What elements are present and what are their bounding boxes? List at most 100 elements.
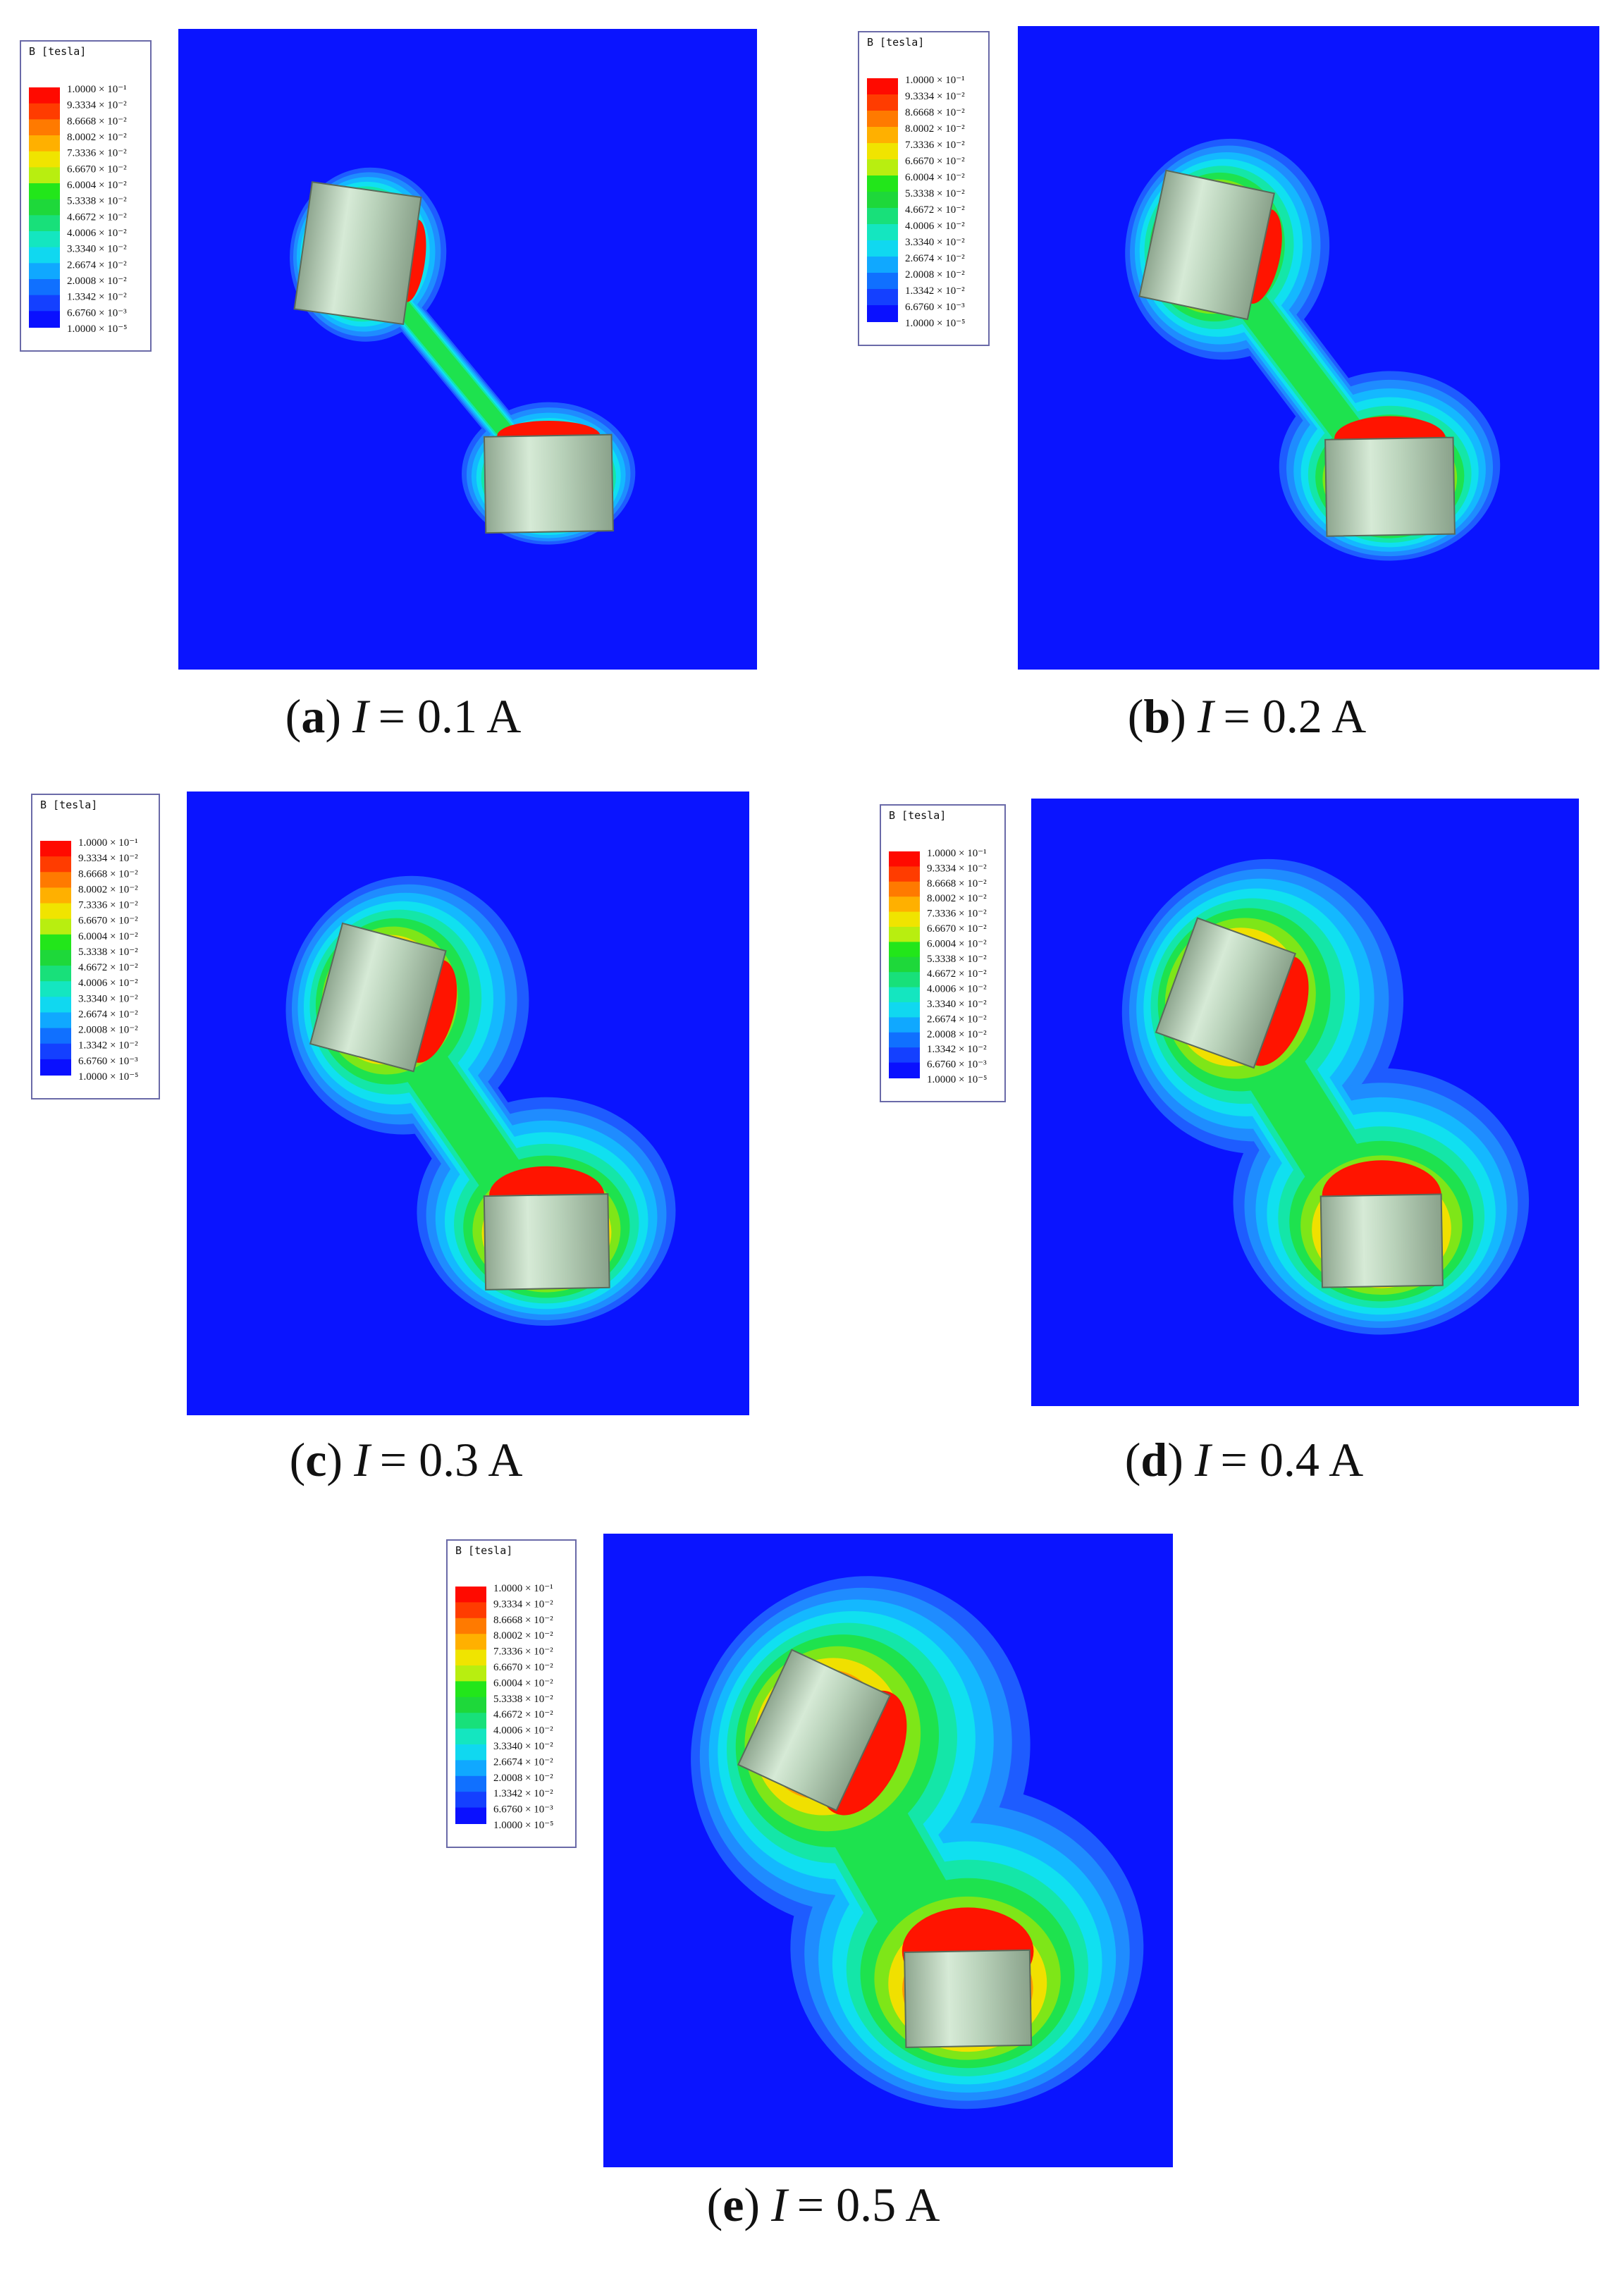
legend-swatch [40,903,71,920]
caption: (e) I = 0.5 A [707,2178,940,2231]
legend-label: 2.6674 × 10⁻² [493,1756,553,1768]
legend-title: B [tesla] [867,36,924,49]
legend-label: 6.6670 × 10⁻² [493,1662,553,1673]
caption-part: a [301,689,325,743]
magnet [1155,917,1296,1069]
magnet-body [309,922,447,1073]
legend-swatch [867,224,898,241]
magnet-body [1138,169,1275,321]
caption-part: = 0.1 A [379,689,522,743]
legend-label: 4.6672 × 10⁻² [67,211,127,223]
legend-label: 6.6670 × 10⁻² [78,916,138,927]
legend-swatch [455,1587,486,1603]
legend-label: 2.6674 × 10⁻² [927,1014,987,1025]
legend-swatch [889,851,920,868]
legend-swatch [867,175,898,192]
legend-label: 8.0002 × 10⁻² [927,893,987,904]
legend-label: 1.3342 × 10⁻² [905,285,965,297]
caption-part: b [1143,689,1170,743]
caption-part: = 0.3 A [380,1433,523,1486]
magnet [1320,1193,1444,1288]
legend-label: 7.3336 × 10⁻² [927,908,987,920]
legend-swatch [867,159,898,176]
caption-part: ) [1170,689,1186,743]
caption-part: I [1194,1433,1213,1486]
caption-part: d [1140,1433,1167,1486]
legend-swatch [40,841,71,858]
legend-label: 1.3342 × 10⁻² [493,1788,553,1799]
legend-swatch [867,143,898,160]
legend-label: 9.3334 × 10⁻² [905,91,965,102]
magnet [293,181,422,326]
legend-swatch [455,1602,486,1619]
legend-swatch [867,289,898,306]
magnet-body [483,1193,610,1291]
legend-label: 1.0000 × 10⁻¹ [905,75,965,86]
legend-label: 2.0008 × 10⁻² [927,1029,987,1040]
legend-swatch [29,151,60,168]
legend-swatch [40,981,71,998]
legend-label: 6.6670 × 10⁻² [927,923,987,935]
caption-part: = 0.2 A [1224,689,1367,743]
legend-swatch [29,103,60,121]
legend-swatch [40,918,71,935]
legend-title: B [tesla] [455,1544,512,1557]
legend-label: 2.6674 × 10⁻² [67,259,127,271]
caption-part: ) [326,1433,343,1486]
legend-label: 9.3334 × 10⁻² [67,100,127,111]
legend-label: 7.3336 × 10⁻² [67,148,127,159]
legend-label: 6.6670 × 10⁻² [905,156,965,167]
panel: B [tesla] 1.0000 × 10⁻¹ 9.3334 × 10⁻² 8.666… [858,26,1599,743]
magnet-body [483,433,614,534]
caption: (b) I = 0.2 A [1128,689,1367,743]
legend-swatch [867,111,898,128]
legend-swatch [455,1807,486,1824]
legend-swatch [889,1062,920,1078]
caption-part: I [352,689,371,743]
caption-part: = 0.5 A [797,2178,940,2231]
caption-part: ( [707,2178,723,2231]
magnet-body [904,1949,1033,2048]
legend-label: 4.6672 × 10⁻² [493,1709,553,1720]
caption-part: c [305,1433,326,1486]
legend-swatch [867,257,898,273]
legend-label: 6.6760 × 10⁻³ [493,1804,553,1816]
legend-swatch [455,1792,486,1809]
legend-swatch [889,942,920,958]
caption-part: ( [1128,689,1144,743]
legend-swatch [867,127,898,144]
legend-title: B [tesla] [29,45,86,58]
legend-label: 6.6670 × 10⁻² [67,164,127,175]
legend-swatch [455,1665,486,1682]
legend-label: 1.0000 × 10⁻⁵ [927,1074,987,1085]
field-background [178,29,757,670]
legend-swatch [455,1681,486,1698]
magnet [483,433,614,534]
legend-label: 4.0006 × 10⁻² [905,221,965,232]
magnet-body [737,1649,891,1811]
legend-label: 6.6760 × 10⁻³ [78,1056,138,1067]
legend-label: 4.0006 × 10⁻² [67,228,127,239]
panel: B [tesla] 1.0000 × 10⁻¹ 9.3334 × 10⁻² 8.666… [880,799,1579,1486]
legend-swatch [455,1744,486,1761]
legend-swatch [867,240,898,257]
caption-part: I [1197,689,1216,743]
caption-part: ( [1125,1433,1141,1486]
caption-part: = 0.4 A [1221,1433,1364,1486]
legend-swatch [29,263,60,280]
legend-label: 1.0000 × 10⁻⁵ [493,1820,553,1831]
legend-swatch [867,305,898,322]
legend-swatch [29,295,60,312]
legend-swatch [455,1728,486,1745]
magnet [483,1193,610,1291]
legend-label: 1.3342 × 10⁻² [78,1040,138,1052]
legend-label: 6.0004 × 10⁻² [905,172,965,183]
caption: (c) I = 0.3 A [290,1433,523,1486]
legend-swatch [455,1775,486,1793]
legend-label: 8.0002 × 10⁻² [493,1630,553,1641]
legend-swatch [29,87,60,104]
legend-label: 6.0004 × 10⁻² [927,938,987,949]
legend-swatch [867,94,898,111]
legend-swatch [455,1634,486,1651]
